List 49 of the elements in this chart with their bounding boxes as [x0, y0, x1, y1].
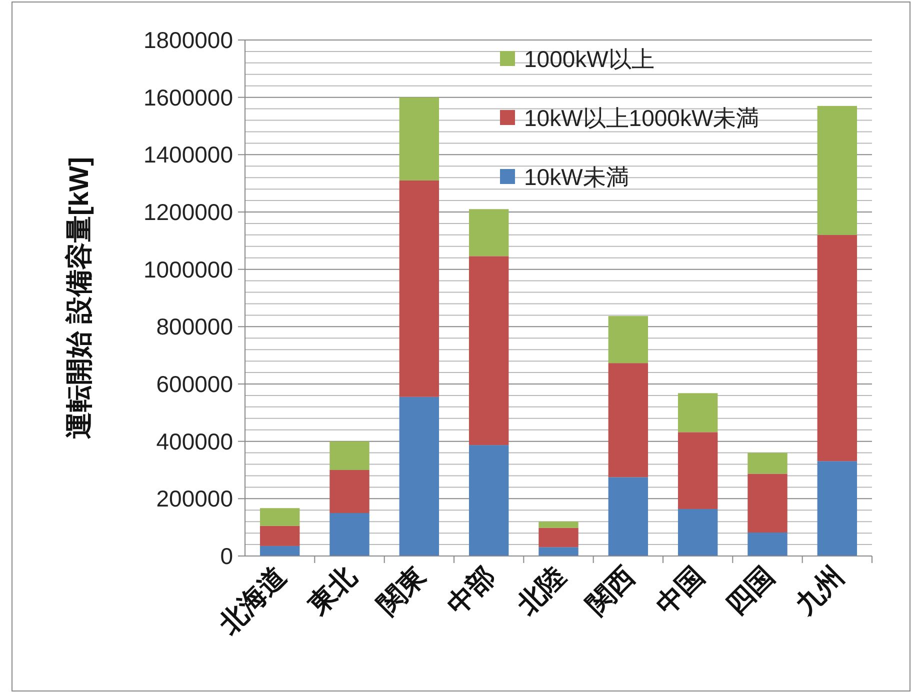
bar — [260, 546, 300, 556]
bar — [748, 474, 788, 532]
y-tick-label: 1600000 — [143, 84, 233, 110]
bar — [817, 461, 858, 556]
bar — [399, 396, 440, 556]
bar — [817, 234, 858, 462]
bar — [330, 513, 370, 556]
bar — [748, 452, 788, 474]
bar — [468, 256, 509, 446]
bar — [330, 470, 370, 513]
bar — [468, 209, 509, 256]
bar — [260, 508, 300, 526]
bar — [678, 432, 718, 509]
bar — [399, 97, 440, 180]
x-tick-label: 四国 — [720, 561, 780, 620]
x-tick-label: 中部 — [442, 561, 502, 620]
y-tick-label: 200000 — [156, 486, 233, 512]
y-axis-title: 運転開始 設備容量[kW] — [64, 157, 94, 439]
bar — [468, 445, 509, 556]
y-tick-label: 400000 — [156, 428, 233, 454]
bar — [330, 441, 370, 470]
legend-label: 1000kW以上 — [524, 46, 654, 72]
bar — [608, 363, 648, 478]
bar — [678, 508, 718, 556]
bar — [260, 526, 300, 546]
x-tick-label: 東北 — [302, 560, 362, 622]
bar — [678, 393, 718, 432]
x-tick-label: 関西 — [581, 561, 640, 620]
y-tick-label: 0 — [220, 543, 233, 569]
bar — [538, 528, 578, 548]
legend-label: 10kW以上1000kW未満 — [524, 105, 760, 131]
y-tick-label: 1400000 — [143, 142, 233, 168]
x-tick-label: 中国 — [650, 561, 710, 620]
legend-label: 10kW未満 — [524, 164, 629, 190]
x-tick-label: 関東 — [372, 561, 432, 620]
bar — [748, 532, 788, 556]
x-tick-label: 九州 — [789, 561, 850, 622]
y-tick-label: 1200000 — [143, 199, 233, 225]
y-tick-label: 1800000 — [143, 27, 233, 53]
bar — [538, 547, 578, 556]
bar — [399, 180, 440, 397]
x-tick-label: 北陸 — [510, 561, 571, 622]
y-tick-label: 1000000 — [143, 256, 233, 282]
bar — [608, 316, 648, 364]
bar — [608, 477, 648, 556]
bar — [817, 106, 858, 235]
bar — [538, 522, 578, 528]
y-tick-label: 600000 — [156, 371, 233, 397]
y-tick-label: 800000 — [156, 314, 233, 340]
